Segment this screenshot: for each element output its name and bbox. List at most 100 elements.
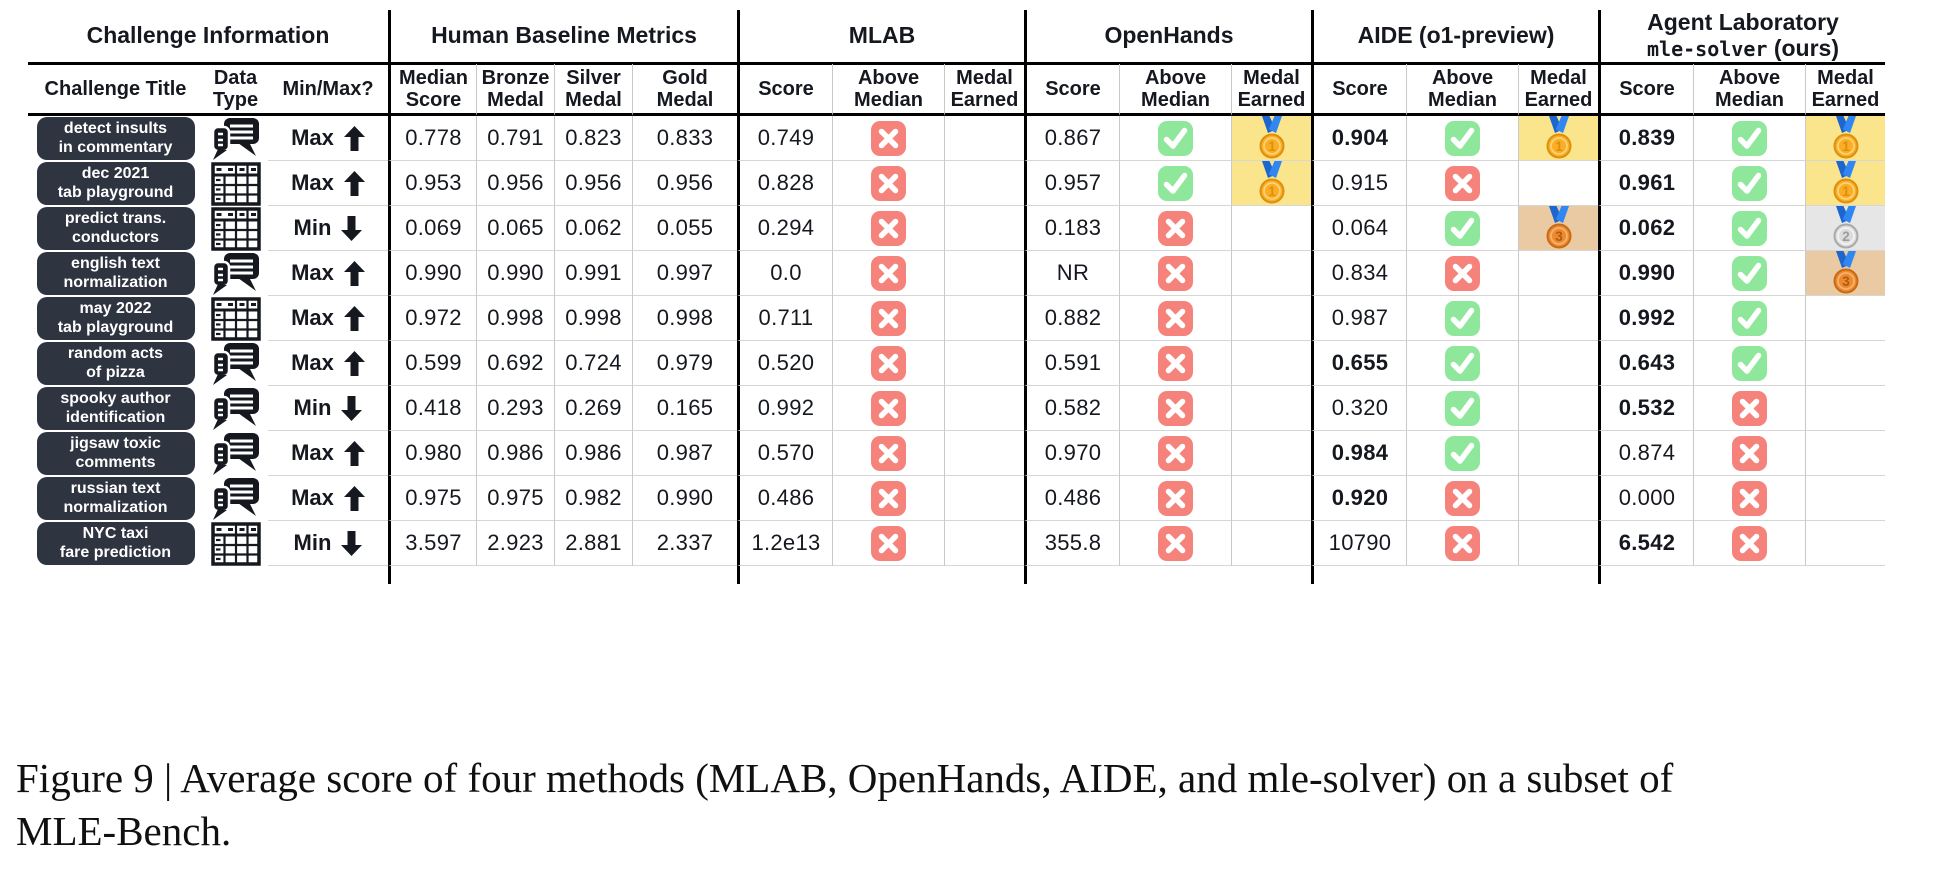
check-icon — [1732, 301, 1767, 336]
openhands-medal-earned-cell — [1231, 431, 1311, 476]
mlab-medal-earned-cell — [944, 341, 1024, 386]
data-type-cell — [203, 431, 268, 476]
minmax-label: Max — [291, 125, 334, 150]
mlab-medal-earned-cell — [944, 521, 1024, 566]
mle-solver-code-label: mle-solver — [1647, 36, 1768, 61]
openhands-above-median-cell — [1119, 206, 1231, 251]
results-table: Challenge Information Human Baseline Met… — [28, 9, 1885, 584]
minmax-label: Min — [293, 215, 332, 240]
mle-solver-score-cell: 0.874 — [1598, 431, 1693, 476]
mlab-score-cell: 0.520 — [737, 341, 832, 386]
openhands-above-median-cell — [1119, 341, 1231, 386]
aide-score-cell: 0.834 — [1311, 251, 1406, 296]
mle-solver-medal-earned-cell — [1805, 431, 1885, 476]
aide-above-median-cell — [1406, 386, 1518, 431]
mle-solver-score-cell: 0.839 — [1598, 116, 1693, 161]
challenge-title-pill: random acts of pizza — [36, 341, 195, 386]
aide-score-cell: 0.915 — [1311, 161, 1406, 206]
x-icon — [871, 301, 906, 336]
above-median-yes-badge — [1732, 120, 1767, 156]
check-icon — [1445, 391, 1480, 426]
table-icon — [210, 206, 261, 251]
col-minmax: Min/Max? — [268, 64, 388, 116]
challenge-title-pill: jigsaw toxic comments — [36, 431, 195, 476]
challenge-title-cell: russian text normalization — [28, 476, 203, 521]
aide-score-cell: 0.655 — [1311, 341, 1406, 386]
bronze-medal-cell: 0.065 — [476, 206, 554, 251]
mle-solver-above-median-cell — [1693, 251, 1805, 296]
openhands-score-cell: 0.957 — [1024, 161, 1119, 206]
gold-medal-cell: 0.956 — [632, 161, 737, 206]
openhands-medal-earned-cell — [1231, 206, 1311, 251]
mlab-medal-earned-cell — [944, 476, 1024, 521]
mlab-above-median-cell — [832, 296, 944, 341]
mle-solver-score-cell: 0.643 — [1598, 341, 1693, 386]
gold-medal-cell: 0.987 — [632, 431, 737, 476]
openhands-score-cell: 355.8 — [1024, 521, 1119, 566]
aide-score-cell: 0.920 — [1311, 476, 1406, 521]
aide-score-cell: 10790 — [1311, 521, 1406, 566]
challenge-title-pill: NYC taxi fare prediction — [36, 521, 195, 566]
check-icon — [1445, 211, 1480, 246]
arrow-down-icon — [341, 215, 363, 241]
aide-medal-earned-cell — [1518, 521, 1598, 566]
challenge-title-cell: NYC taxi fare prediction — [28, 521, 203, 566]
silver-medal-cell: 0.823 — [554, 116, 632, 161]
above-median-yes-badge — [1445, 435, 1480, 471]
openhands-above-median-cell — [1119, 296, 1231, 341]
openhands-above-median-cell — [1119, 161, 1231, 206]
ours-suffix: (ours) — [1773, 34, 1839, 61]
mle-solver-above-median-cell — [1693, 116, 1805, 161]
mlab-score-cell: 0.0 — [737, 251, 832, 296]
mle-solver-above-median-cell — [1693, 386, 1805, 431]
aide-above-median-cell — [1406, 251, 1518, 296]
chat-icon — [211, 117, 261, 161]
arrow-down-icon — [341, 530, 363, 556]
mle-solver-score-cell: 0.532 — [1598, 386, 1693, 431]
mlab-above-median-cell — [832, 206, 944, 251]
column-header-row: Challenge Title Data Type Min/Max? Media… — [28, 64, 1885, 116]
figure-caption: Figure 9 | Average score of four methods… — [16, 752, 1926, 859]
silver-medal-cell: 0.998 — [554, 296, 632, 341]
aide-above-median-cell — [1406, 521, 1518, 566]
col-mlab-medal-earned: Medal Earned — [944, 64, 1024, 116]
above-median-no-badge — [1158, 390, 1193, 426]
aide-medal-earned-cell — [1518, 161, 1598, 206]
table-icon — [210, 296, 261, 341]
aide-medal-earned-cell — [1518, 341, 1598, 386]
col-openhands-above-median: Above Median — [1119, 64, 1231, 116]
group-divider — [1024, 566, 1119, 584]
x-icon — [1158, 256, 1193, 291]
bronze-medal-cell: 0.692 — [476, 341, 554, 386]
mle-solver-score-cell: 0.062 — [1598, 206, 1693, 251]
mle-solver-medal-earned-cell — [1805, 476, 1885, 521]
data-type-cell — [203, 161, 268, 206]
median-score-cell: 0.599 — [388, 341, 476, 386]
table-row: random acts of pizza Max 0.599 0.692 0.724 0.… — [28, 341, 1885, 386]
minmax-cell: Max — [268, 476, 388, 521]
above-median-yes-badge — [1445, 300, 1480, 336]
x-icon — [871, 436, 906, 471]
svg-text:1: 1 — [1842, 139, 1850, 154]
openhands-score-cell: 0.183 — [1024, 206, 1119, 251]
minmax-label: Max — [291, 440, 334, 465]
silver-medal-icon: 2 — [1829, 206, 1863, 250]
x-icon — [871, 346, 906, 381]
group-agent-laboratory-line1: Agent Laboratory — [1647, 9, 1839, 35]
table-row: NYC taxi fare prediction Min 3.597 2.923 2.8… — [28, 521, 1885, 566]
group-label: MLAB — [848, 21, 916, 48]
aide-score-cell: 0.987 — [1311, 296, 1406, 341]
openhands-medal-earned-cell — [1231, 341, 1311, 386]
mle-solver-medal-earned-cell — [1805, 341, 1885, 386]
group-divider — [737, 566, 832, 584]
above-median-no-badge — [1158, 525, 1193, 561]
above-median-no-badge — [1158, 300, 1193, 336]
mlab-medal-earned-cell — [944, 386, 1024, 431]
above-median-no-badge — [871, 210, 906, 246]
mlab-above-median-cell — [832, 116, 944, 161]
svg-text:1: 1 — [1842, 184, 1850, 199]
data-type-cell — [203, 476, 268, 521]
mle-solver-above-median-cell — [1693, 206, 1805, 251]
challenge-title-pill: detect insults in commentary — [36, 116, 195, 161]
bronze-medal-cell: 0.956 — [476, 161, 554, 206]
